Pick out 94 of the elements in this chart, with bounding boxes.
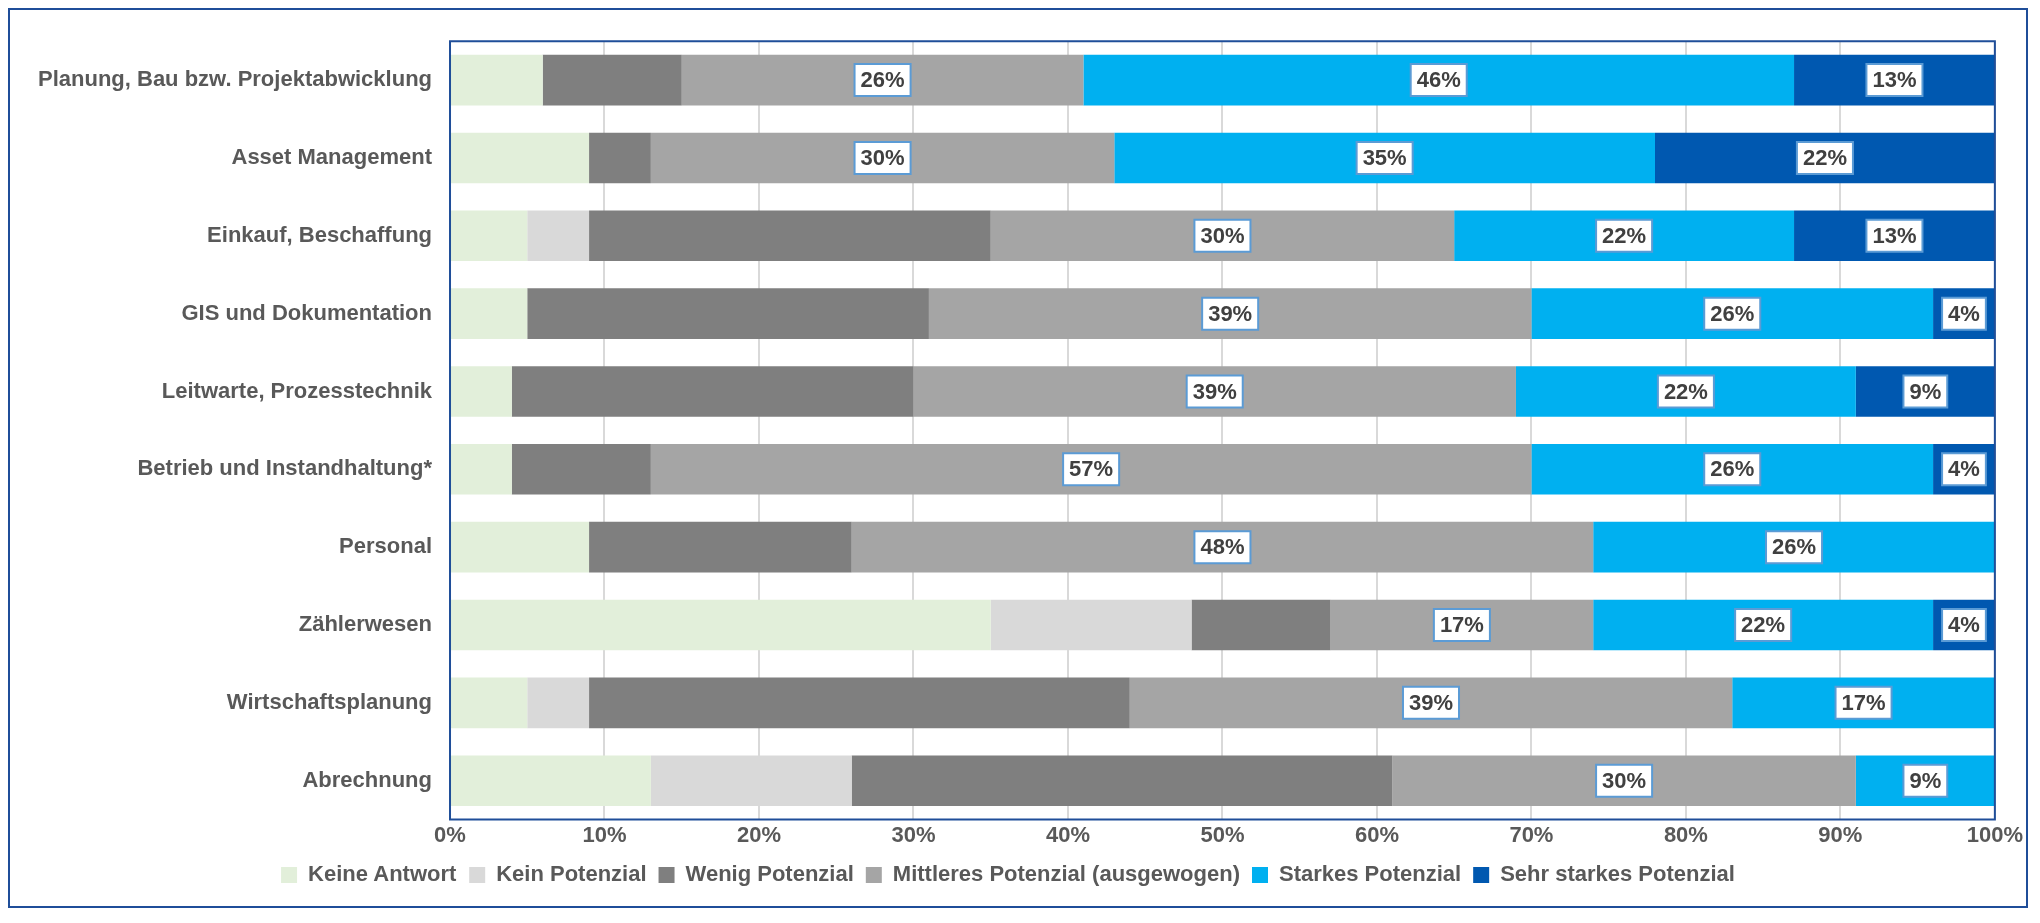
bar [1191, 599, 1331, 651]
bar [1083, 54, 1795, 106]
bar [1129, 677, 1733, 729]
bar [851, 521, 1594, 573]
bar [1392, 755, 1856, 806]
data-label: 22% [1741, 612, 1786, 638]
bar [451, 210, 528, 262]
data-label: 26% [1710, 456, 1755, 482]
x-tick-label: 40% [1045, 821, 1090, 847]
bar [451, 366, 512, 417]
legend-label: Kein Potenzial [496, 861, 647, 887]
data-label: 9% [1909, 767, 1942, 793]
x-tick-label: 90% [1818, 821, 1863, 847]
bar [451, 288, 528, 339]
bar [1655, 132, 1995, 184]
bar [527, 210, 590, 262]
bar [650, 444, 1532, 495]
bar [589, 210, 991, 262]
y-tick-label: Zählerwesen [298, 611, 433, 637]
legend-label: Starkes Potenzial [1278, 861, 1462, 887]
y-tick-label: Wirtschaftsplanung [226, 688, 433, 714]
legend-label: Wenig Potenzial [685, 861, 854, 887]
data-label: 22% [1663, 378, 1708, 404]
data-label: 13% [1872, 222, 1917, 248]
bar [681, 54, 1084, 106]
bar [1593, 521, 1995, 573]
bar [511, 444, 651, 495]
bar [650, 132, 1115, 184]
data-label: 57% [1069, 456, 1114, 482]
bar [527, 677, 590, 729]
bar [589, 132, 651, 184]
bar [851, 755, 1393, 806]
data-label: 4% [1948, 456, 1980, 482]
data-label: 4% [1948, 612, 1980, 638]
bar [1593, 599, 1934, 651]
data-label: 39% [1208, 300, 1253, 326]
y-tick-label: Einkauf, Beschaffung [207, 221, 433, 247]
bar [451, 132, 590, 184]
bar [1531, 288, 1934, 339]
bar [1114, 132, 1655, 184]
y-tick-label: GIS und Dokumentation [181, 299, 433, 325]
y-tick-label: Betrieb und Instandhaltung* [137, 455, 433, 481]
data-label: 26% [1710, 300, 1755, 326]
bar [542, 54, 682, 106]
legend-label: Mittleres Potenzial (ausgewogen) [892, 861, 1240, 887]
bar [913, 366, 1516, 417]
x-tick-label: 80% [1663, 821, 1708, 847]
legend-label: Keine Antwort [308, 861, 458, 887]
data-label: 39% [1192, 378, 1237, 404]
data-label: 46% [1416, 67, 1461, 93]
data-label: 26% [860, 67, 905, 93]
data-label: 30% [1200, 222, 1245, 248]
x-tick-label: 0% [434, 821, 466, 847]
bar [451, 755, 651, 806]
x-tick-label: 10% [582, 821, 627, 847]
data-label: 22% [1802, 145, 1847, 171]
bar [928, 288, 1532, 339]
data-label: 22% [1602, 222, 1647, 248]
data-label: 39% [1408, 689, 1454, 715]
legend-label: Sehr starkes Potenzial [1500, 861, 1735, 887]
data-label: 17% [1841, 689, 1886, 715]
y-tick-label: Abrechnung [302, 766, 433, 792]
y-tick-label: Personal [339, 533, 433, 559]
bar [451, 444, 512, 495]
bar [511, 366, 914, 417]
y-tick-label: Asset Management [231, 144, 433, 170]
data-label: 26% [1772, 534, 1817, 560]
x-tick-label: 70% [1509, 821, 1554, 847]
data-label: 48% [1200, 534, 1245, 560]
bar [451, 599, 991, 651]
data-label: 17% [1439, 612, 1484, 638]
x-tick-label: 100% [1966, 821, 2024, 847]
data-label: 9% [1909, 378, 1942, 404]
data-label: 30% [1602, 767, 1647, 793]
x-tick-label: 50% [1200, 821, 1245, 847]
data-label: 4% [1948, 300, 1980, 326]
y-tick-label: Leitwarte, Prozesstechnik [161, 377, 433, 403]
bar [589, 677, 1130, 729]
data-label: 35% [1362, 145, 1407, 171]
bar [990, 210, 1455, 262]
data-label: 13% [1872, 67, 1917, 93]
data-label: 30% [860, 145, 905, 171]
bar [1454, 210, 1795, 262]
x-tick-label: 20% [736, 821, 782, 847]
bar [451, 521, 590, 573]
bar [527, 288, 929, 339]
x-tick-label: 60% [1354, 821, 1399, 847]
x-tick-label: 30% [891, 821, 936, 847]
y-tick-label: Planung, Bau bzw. Projektabwicklung [38, 66, 433, 92]
bar [1531, 444, 1934, 495]
bar [451, 54, 543, 106]
bar [589, 521, 852, 573]
bar [451, 677, 528, 729]
bar [1515, 366, 1856, 417]
